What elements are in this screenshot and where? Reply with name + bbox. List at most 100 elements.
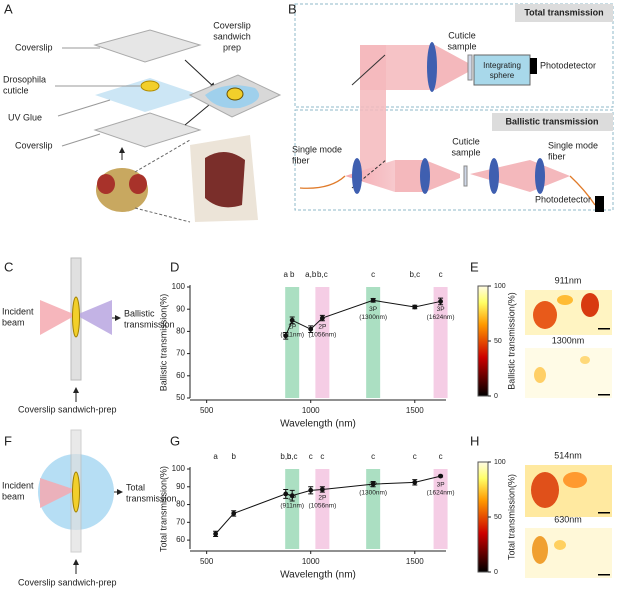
colorbar-tick-label: 100 — [494, 283, 506, 290]
sample-label: sample — [447, 41, 476, 51]
y-tick-label: 70 — [176, 349, 185, 358]
data-point — [412, 479, 418, 485]
prep-label: sandwich — [213, 31, 251, 41]
x-axis-label: Wavelength (nm) — [280, 419, 356, 430]
panel-label: A — [4, 1, 13, 16]
heatmaps — [477, 285, 612, 578]
sample-label: sample — [451, 147, 480, 157]
output-label: transmission — [124, 319, 175, 329]
layer-label: Coverslip — [15, 42, 53, 52]
x-tick-label: 1000 — [302, 406, 320, 415]
data-point — [308, 487, 314, 493]
data-point — [319, 315, 325, 321]
image-title: 1300nm — [552, 335, 585, 345]
panel-label: G — [170, 433, 180, 448]
band-label: (911nm) — [280, 503, 304, 510]
band-label: 2P — [318, 324, 326, 331]
significance-letter: c — [413, 452, 417, 461]
data-point — [213, 531, 219, 537]
x-tick-label: 1500 — [406, 557, 424, 566]
data-point — [289, 317, 295, 323]
band-label: (1056nm) — [308, 332, 336, 339]
x-tick-label: 500 — [200, 406, 214, 415]
wavelength-band — [285, 287, 300, 398]
panel-b-drawing — [294, 3, 614, 212]
significance-letter: c — [309, 452, 313, 461]
significance-letter: a — [284, 270, 289, 279]
significance-letter: b,c — [409, 270, 420, 279]
y-tick-label: 70 — [176, 517, 185, 526]
significance-letter: b,c — [317, 270, 328, 279]
incident-label: beam — [2, 491, 25, 501]
detector-label: Photodetector — [535, 194, 591, 204]
band-label: 3P — [369, 306, 377, 313]
image-title: 514nm — [554, 450, 582, 460]
data-point — [319, 487, 325, 492]
wavelength-band — [366, 287, 381, 398]
wavelength-band — [366, 469, 381, 549]
significance-letter: b — [290, 270, 295, 279]
y-tick-label: 60 — [176, 371, 185, 380]
significance-letter: c — [439, 452, 443, 461]
sphere-label: Integrating — [483, 61, 521, 70]
prep-label: Coverslip — [213, 20, 251, 30]
colorbar-tick-label: 0 — [494, 393, 498, 400]
significance-letter: a,b — [305, 270, 317, 279]
wavelength-band — [315, 287, 330, 398]
prep-label: prep — [223, 42, 241, 52]
layer-label: cuticle — [3, 85, 29, 95]
wavelength-band — [433, 287, 448, 398]
panel-label: B — [288, 1, 297, 16]
y-axis-label: Total transmission(%) — [158, 466, 168, 552]
band-label: 2P — [318, 495, 326, 502]
ballistic-title: Ballistic transmission — [505, 116, 598, 126]
output-label: Ballistic — [124, 308, 155, 318]
fiber-label: Single mode — [548, 140, 598, 150]
significance-letter: b,c — [280, 452, 291, 461]
band-label: 2P — [288, 324, 296, 331]
output-label: Total — [126, 482, 145, 492]
significance-letter: c — [439, 270, 443, 279]
image-title: 630nm — [554, 514, 582, 524]
band-label: (1624nm) — [427, 490, 455, 497]
x-tick-label: 1000 — [302, 557, 320, 566]
incident-label: Incident — [2, 306, 34, 316]
fiber-label: fiber — [548, 151, 566, 161]
data-point — [231, 511, 237, 516]
significance-letter: c — [320, 452, 324, 461]
y-tick-label: 80 — [176, 327, 185, 336]
band-label: (1300nm) — [359, 490, 387, 497]
colorbar-label: Total transmission(%) — [506, 474, 516, 560]
layer-label: Coverslip — [15, 140, 53, 150]
panel-c-drawing — [40, 257, 121, 402]
caption: Coverslip sandwich-prep — [18, 404, 117, 414]
layer-label: UV Glue — [8, 112, 42, 122]
y-tick-label: 90 — [176, 304, 185, 313]
panel-label: C — [4, 259, 13, 274]
y-tick-label: 80 — [176, 500, 185, 509]
sphere-label: sphere — [490, 71, 515, 80]
wavelength-band — [285, 469, 300, 549]
colorbar-label: Ballistic transmission(%) — [506, 292, 516, 390]
data-point — [283, 491, 289, 497]
data-point — [412, 304, 418, 310]
panel-label: H — [470, 433, 479, 448]
band-label: (911nm) — [280, 332, 304, 339]
x-tick-label: 500 — [200, 557, 214, 566]
colorbar-tick-label: 100 — [494, 459, 506, 466]
panel-f-drawing — [38, 429, 123, 574]
y-axis-label: Ballistic transmission(%) — [158, 294, 168, 392]
y-tick-label: 60 — [176, 535, 185, 544]
y-tick-label: 90 — [176, 482, 185, 491]
incident-label: beam — [2, 317, 25, 327]
data-point — [370, 481, 376, 487]
incident-label: Incident — [2, 480, 34, 490]
output-label: transmission — [126, 493, 177, 503]
caption: Coverslip sandwich-prep — [18, 577, 117, 587]
band-label: (1300nm) — [359, 314, 387, 321]
significance-letter: a — [213, 452, 218, 461]
x-tick-label: 1500 — [406, 406, 424, 415]
image-title: 911nm — [555, 275, 582, 285]
significance-letter: c — [371, 452, 375, 461]
